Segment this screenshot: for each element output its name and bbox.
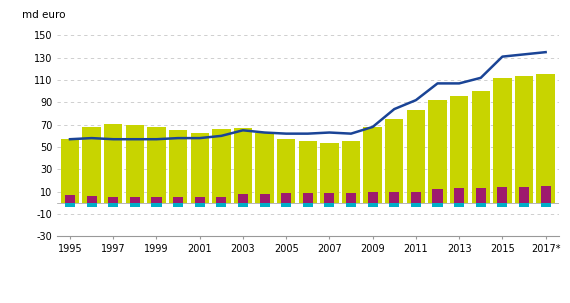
Bar [147,127,166,203]
Bar [194,203,205,207]
Bar [216,203,226,207]
Bar [368,203,378,207]
Y-axis label: md euro: md euro [22,10,66,20]
Bar [368,192,378,203]
Bar [411,192,421,203]
Bar [61,139,79,203]
Bar [324,193,335,203]
Bar [259,194,270,203]
Bar [433,203,442,207]
Bar [277,139,295,203]
Bar [320,143,339,203]
Bar [346,203,356,207]
Bar [407,110,425,203]
Bar [152,203,161,207]
Bar [342,142,360,203]
Bar [389,192,400,203]
Bar [125,125,144,203]
Bar [87,203,97,207]
Bar [303,203,313,207]
Bar [87,196,97,203]
Bar [104,124,123,203]
Bar [536,75,555,203]
Bar [411,203,421,207]
Bar [476,203,486,207]
Bar [540,203,551,207]
Bar [519,203,529,207]
Bar [212,129,230,203]
Bar [450,96,469,203]
Bar [498,203,507,207]
Bar [299,142,317,203]
Bar [65,203,75,207]
Bar [428,100,447,203]
Bar [493,78,512,203]
Bar [433,189,442,203]
Bar [234,128,252,203]
Bar [471,91,490,203]
Bar [65,195,75,203]
Bar [281,193,291,203]
Bar [389,203,400,207]
Bar [255,132,274,203]
Bar [173,197,183,203]
Bar [259,203,270,207]
Bar [346,193,356,203]
Bar [238,194,248,203]
Bar [540,186,551,203]
Bar [130,203,140,207]
Bar [83,127,101,203]
Bar [173,203,183,207]
Bar [303,193,313,203]
Bar [190,132,209,203]
Bar [454,188,464,203]
Bar [281,203,291,207]
Bar [476,188,486,203]
Bar [169,130,188,203]
Bar [324,203,335,207]
Bar [238,203,248,207]
Bar [152,197,161,203]
Bar [364,127,382,203]
Bar [130,197,140,203]
Bar [194,197,205,203]
Bar [216,197,226,203]
Bar [519,187,529,203]
Bar [515,75,533,203]
Bar [454,203,464,207]
Bar [498,187,507,203]
Bar [108,197,118,203]
Bar [385,119,404,203]
Bar [108,203,118,207]
